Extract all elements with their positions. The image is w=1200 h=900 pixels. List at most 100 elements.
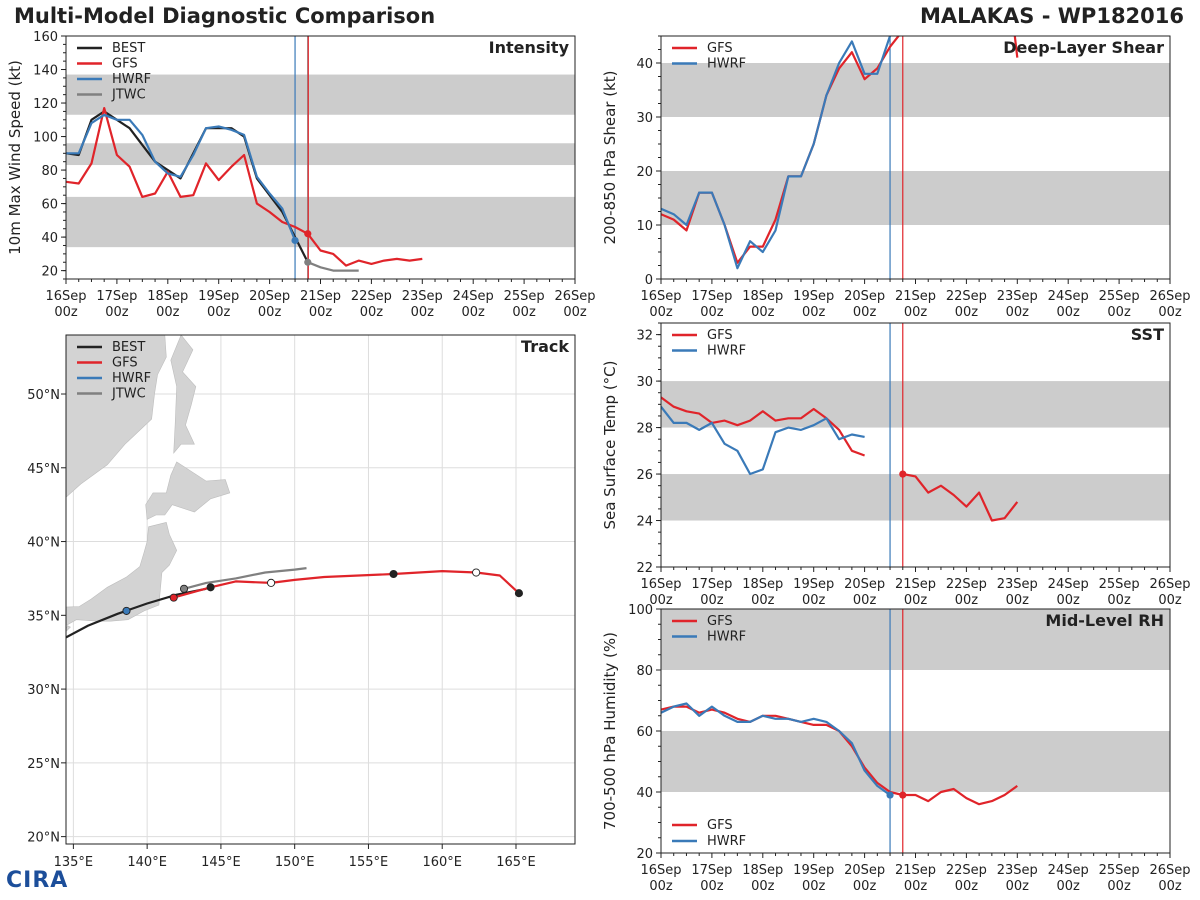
sst-series (661, 396, 1019, 522)
sst-ytick-label: 30 (636, 375, 653, 390)
shear-xtick-label: 18Sep (742, 289, 783, 304)
shear-xtick-label: 19Sep (793, 289, 834, 304)
intensity-ylabel: 10m Max Wind Speed (kt) (6, 60, 24, 255)
sst-dot-gfs (899, 470, 907, 478)
intensity-ytick-label: 40 (41, 231, 58, 246)
cira-logo: CIRA (6, 868, 69, 893)
track-line-jtwc (183, 567, 307, 590)
rh-xtick-label: 24Sep (1048, 863, 1089, 878)
rh-band (661, 609, 1170, 670)
shear-ytick-label: 10 (636, 219, 653, 234)
intensity-title: Intensity (489, 38, 570, 57)
intensity-xtick-sublabel: 00z (258, 305, 282, 320)
sst-xtick-label: 17Sep (691, 577, 732, 592)
intensity-xtick-sublabel: 00z (105, 305, 129, 320)
shear-ytick-label: 30 (636, 111, 653, 126)
intensity-ytick-label: 140 (33, 64, 58, 79)
sst-line-hwrf (661, 406, 865, 476)
landmass (66, 522, 178, 626)
rh-legend-label-lower: GFS (707, 818, 733, 833)
shear-xtick-sublabel: 00z (1158, 305, 1182, 320)
sst-xtick-label: 24Sep (1048, 577, 1089, 592)
track-ytick-label: 30°N (27, 683, 60, 698)
shear-xtick-sublabel: 00z (700, 305, 724, 320)
track-panel: 135°E 140°E 145°E 150°E 155°E 160°E 165°E 20°N 2… (27, 334, 576, 870)
shear-ylabel: 200-850 hPa Shear (kt) (601, 71, 619, 245)
rh-title: Mid-Level RH (1045, 611, 1164, 630)
intensity-line-jtwc (307, 261, 359, 272)
sst-ytick-label: 26 (636, 468, 653, 483)
shear-xtick-sublabel: 00z (904, 305, 928, 320)
intensity-xtick-sublabel: 00z (512, 305, 536, 320)
rh-ytick-label: 20 (636, 847, 653, 862)
intensity-line-hwrf (66, 113, 297, 241)
shear-legend-label: HWRF (707, 57, 746, 72)
sst-ytick-label: 28 (636, 422, 653, 437)
rh-xtick-label: 22Sep (946, 863, 987, 878)
intensity-panel: 16Sep00z17Sep00z18Sep00z19Sep00z20Sep00z… (6, 30, 596, 320)
shear-xtick-sublabel: 00z (1006, 305, 1030, 320)
rh-dot-hwrf (886, 791, 894, 799)
track-xtick-label: 155°E (349, 855, 389, 870)
sst-xtick-sublabel: 00z (1006, 593, 1030, 608)
rh-xtick-sublabel: 00z (802, 879, 826, 894)
rh-legend-label: HWRF (707, 630, 746, 645)
intensity-xtick-sublabel: 00z (54, 305, 78, 320)
rh-xtick-sublabel: 00z (1158, 879, 1182, 894)
sst-xtick-sublabel: 00z (1057, 593, 1081, 608)
shear-xtick-label: 23Sep (997, 289, 1038, 304)
rh-xtick-label: 23Sep (997, 863, 1038, 878)
track-frame (65, 334, 576, 845)
landmass (170, 335, 197, 454)
intensity-ytick-label: 120 (33, 97, 58, 112)
intensity-line-gfs (66, 106, 423, 267)
shear-band (661, 171, 1170, 225)
intensity-xtick-sublabel: 00z (207, 305, 231, 320)
intensity-legend-label: BEST (112, 41, 145, 56)
intensity-legend-label: JTWC (111, 88, 146, 103)
intensity-xtick-sublabel: 00z (309, 305, 333, 320)
sst-ytick-label: 22 (636, 561, 653, 576)
sst-title: SST (1131, 325, 1164, 344)
sst-xtick-label: 20Sep (844, 577, 885, 592)
sst-xtick-label: 18Sep (742, 577, 783, 592)
sst-xtick-sublabel: 00z (1107, 593, 1131, 608)
intensity-series (66, 106, 423, 272)
track-legend-label: JTWC (111, 387, 146, 402)
track-position-marker (514, 589, 523, 598)
sst-ytick-label: 32 (636, 329, 653, 344)
intensity-xtick-label: 19Sep (198, 289, 239, 304)
sst-xtick-label: 25Sep (1099, 577, 1140, 592)
rh-xtick-label: 25Sep (1099, 863, 1140, 878)
shear-ytick-label: 20 (636, 165, 653, 180)
rh-xtick-label: 17Sep (691, 863, 732, 878)
intensity-xtick-label: 18Sep (147, 289, 188, 304)
rh-xtick-label: 16Sep (640, 863, 681, 878)
sst-band (661, 474, 1170, 521)
track-xtick-label: 135°E (54, 855, 94, 870)
rh-xtick-sublabel: 00z (853, 879, 877, 894)
rh-ylabel: 700-500 hPa Humidity (%) (601, 632, 619, 830)
shear-series (661, 36, 1019, 270)
rh-ytick-label: 80 (636, 664, 653, 679)
shear-xtick-sublabel: 00z (649, 305, 673, 320)
shear-xtick-label: 24Sep (1048, 289, 1089, 304)
intensity-xtick-label: 21Sep (300, 289, 341, 304)
intensity-xtick-label: 17Sep (96, 289, 137, 304)
track-xtick-label: 145°E (201, 855, 241, 870)
sst-xtick-label: 23Sep (997, 577, 1038, 592)
intensity-band (66, 74, 575, 115)
sst-xtick-label: 16Sep (640, 577, 681, 592)
shear-line-hwrf (661, 36, 892, 270)
track-ytick-label: 35°N (27, 609, 60, 624)
track-xtick-label: 165°E (496, 855, 536, 870)
track-ytick-label: 50°N (27, 388, 60, 403)
intensity-legend-label: HWRF (112, 72, 151, 87)
sst-frame (660, 322, 1171, 568)
sst-xtick-sublabel: 00z (700, 593, 724, 608)
intensity-ytick-label: 160 (33, 30, 58, 45)
track-series (66, 567, 523, 639)
shear-xtick-sublabel: 00z (955, 305, 979, 320)
track-land (66, 335, 231, 632)
track-legend-label: GFS (112, 356, 138, 371)
